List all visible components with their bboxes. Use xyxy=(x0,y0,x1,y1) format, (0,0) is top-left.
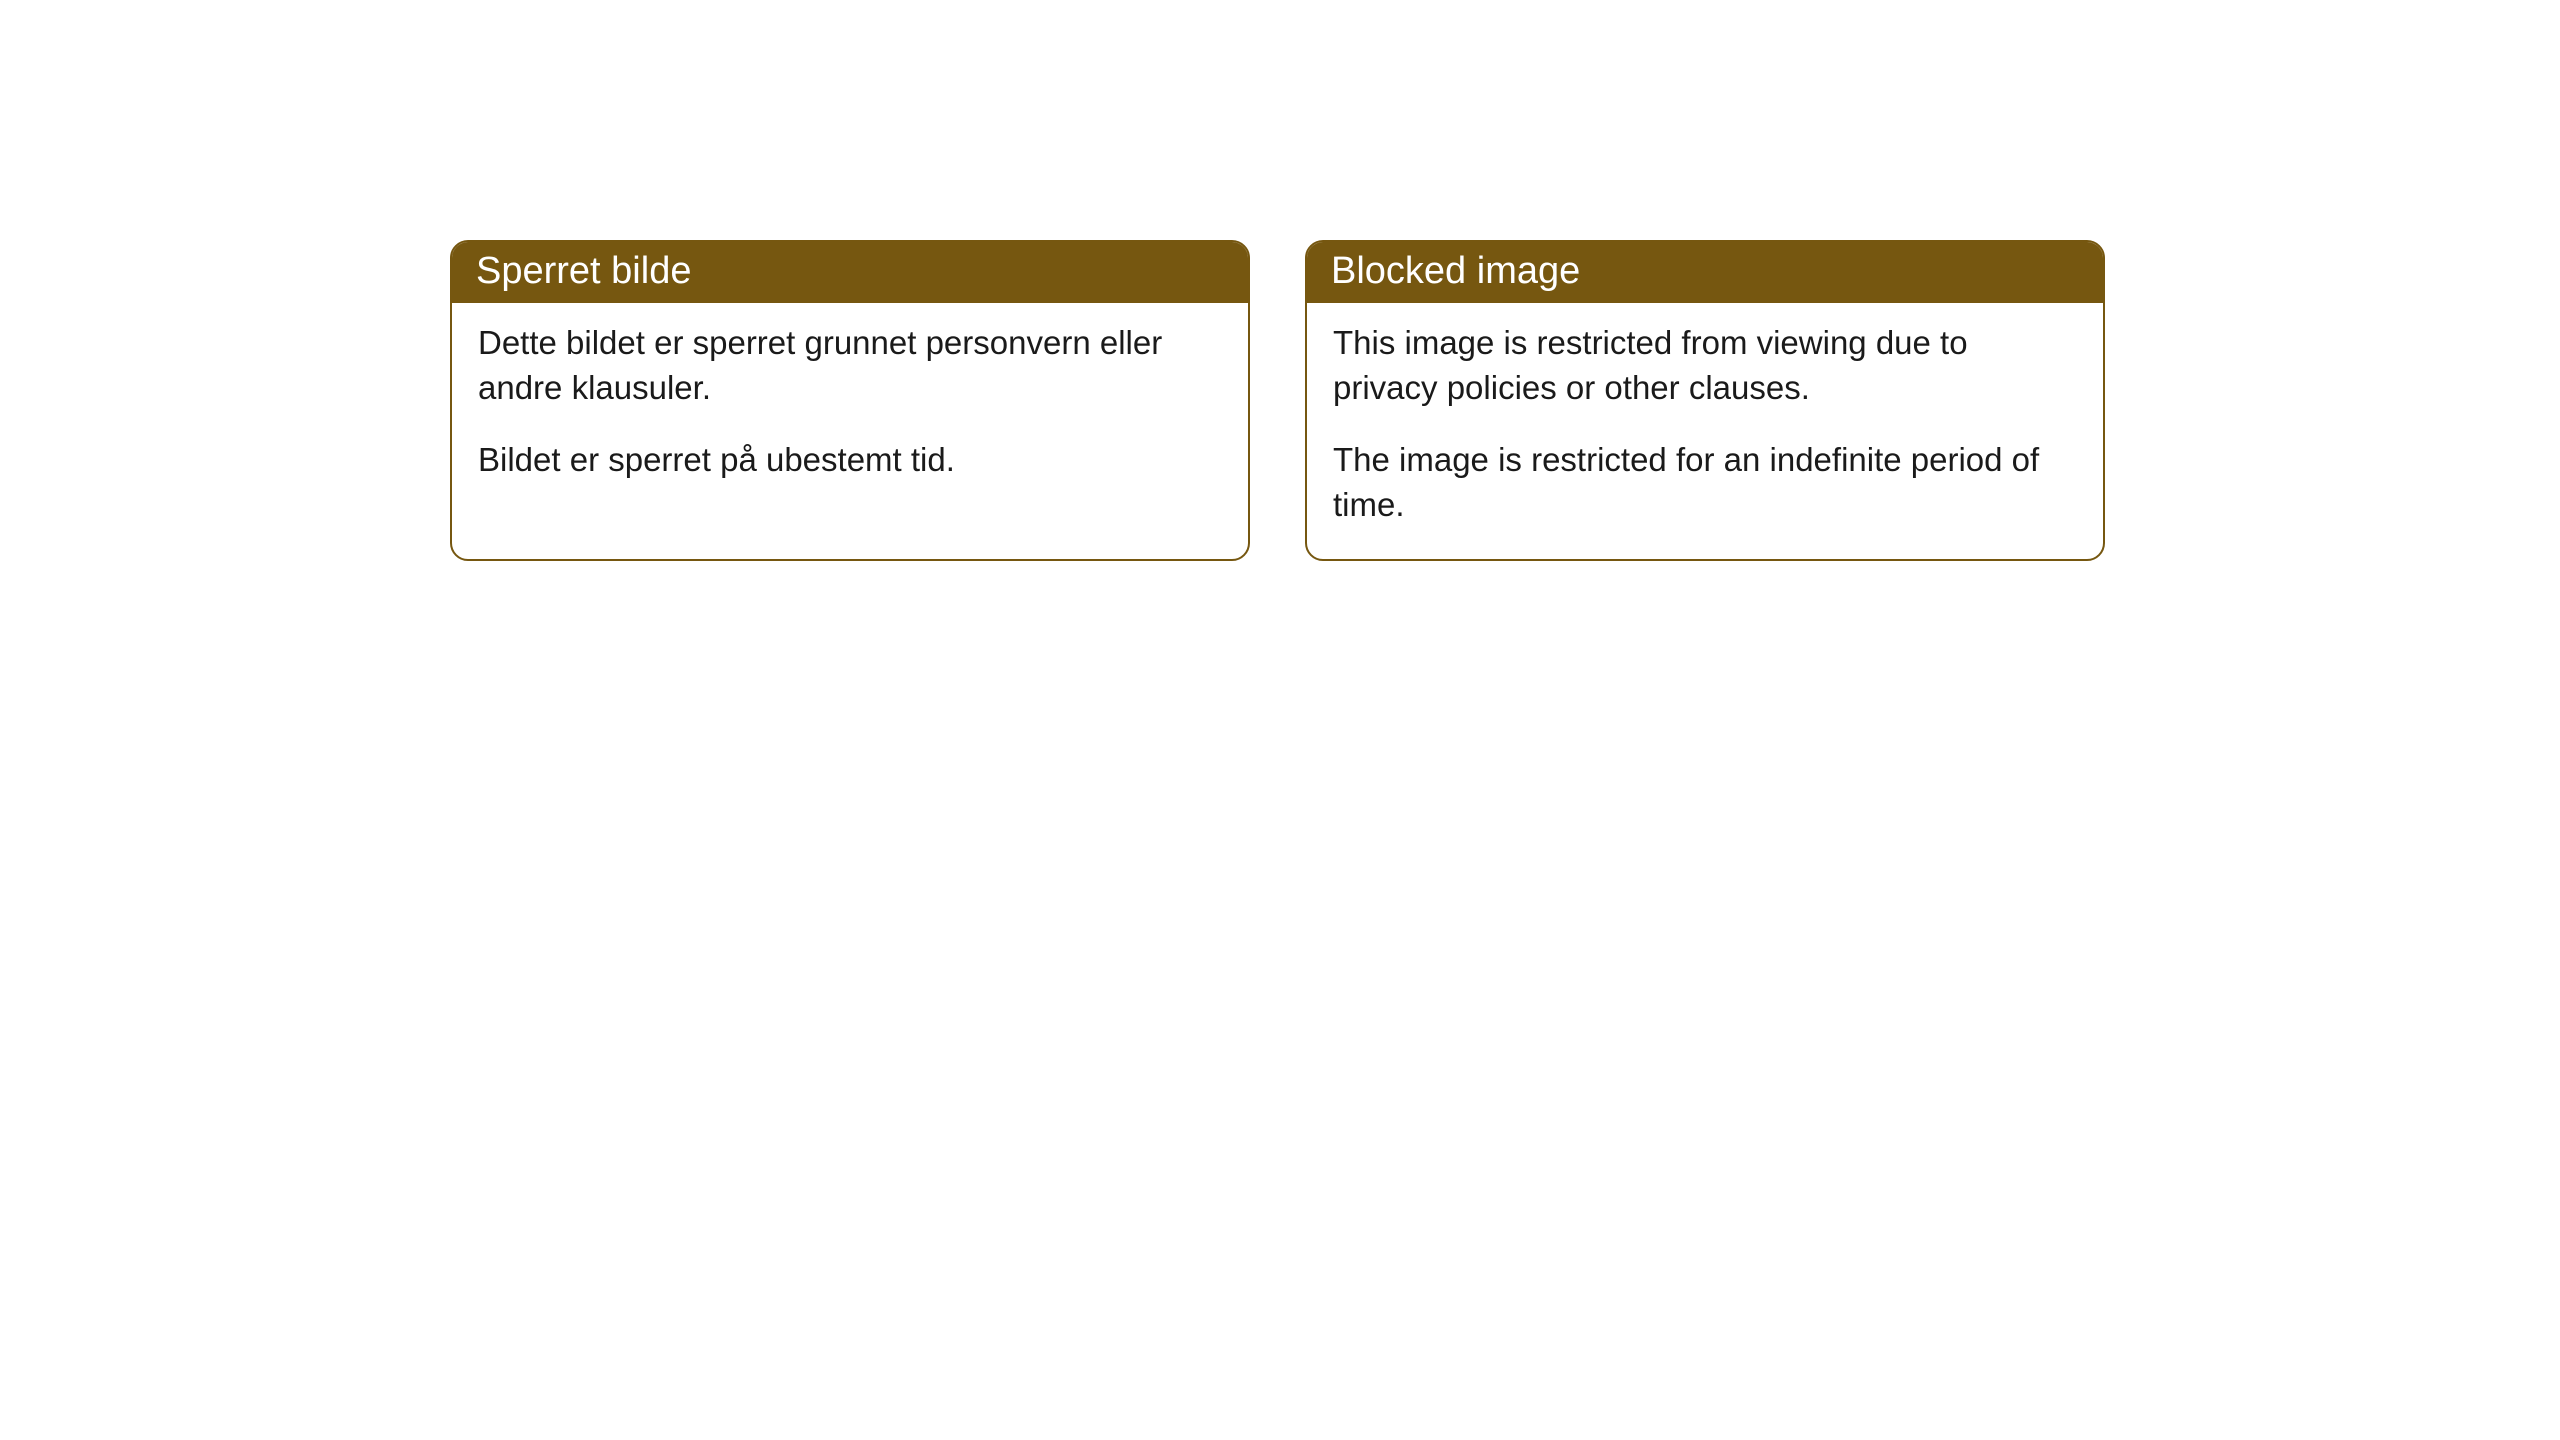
card-paragraph: Dette bildet er sperret grunnet personve… xyxy=(478,321,1222,410)
card-title: Sperret bilde xyxy=(452,242,1248,303)
card-paragraph: This image is restricted from viewing du… xyxy=(1333,321,2077,410)
card-paragraph: Bildet er sperret på ubestemt tid. xyxy=(478,438,1222,483)
card-body: This image is restricted from viewing du… xyxy=(1307,303,2103,559)
card-paragraph: The image is restricted for an indefinit… xyxy=(1333,438,2077,527)
card-title: Blocked image xyxy=(1307,242,2103,303)
card-body: Dette bildet er sperret grunnet personve… xyxy=(452,303,1248,515)
notice-container: Sperret bilde Dette bildet er sperret gr… xyxy=(0,0,2560,561)
notice-card-norwegian: Sperret bilde Dette bildet er sperret gr… xyxy=(450,240,1250,561)
notice-card-english: Blocked image This image is restricted f… xyxy=(1305,240,2105,561)
